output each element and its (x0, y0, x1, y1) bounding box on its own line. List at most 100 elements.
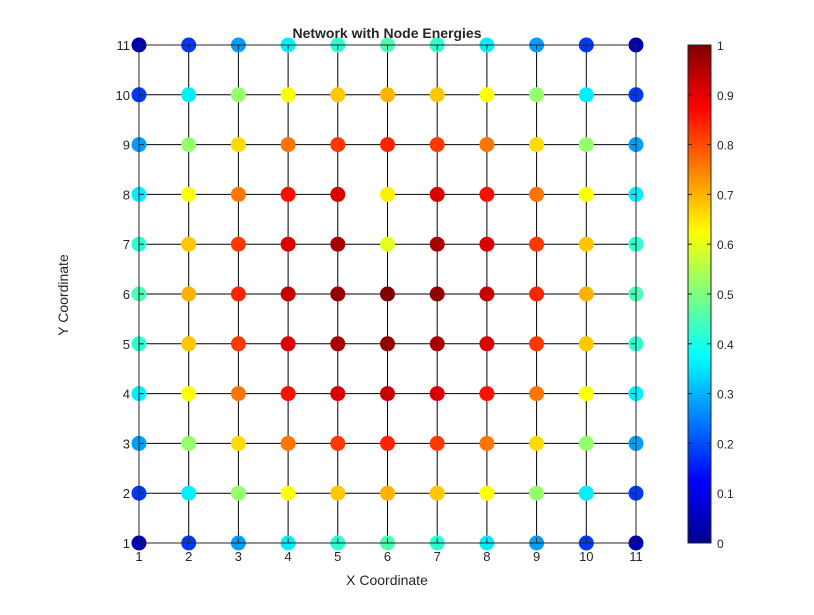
node-point (330, 286, 346, 302)
colorbar-tick-label: 0.8 (717, 139, 734, 153)
node-point (479, 286, 495, 302)
node-point (479, 87, 495, 103)
x-axis-label: X Coordinate (346, 572, 428, 588)
node-point (280, 286, 296, 302)
node-point (380, 336, 395, 352)
node-point (230, 485, 246, 501)
node-point (380, 435, 395, 451)
node-point (578, 286, 594, 302)
node-point (280, 137, 296, 153)
node-point (479, 386, 495, 402)
colorbar-tick-label: 0 (717, 537, 724, 551)
node-point (280, 236, 296, 252)
node-point (429, 386, 445, 402)
node-point (181, 137, 197, 153)
node-point (429, 137, 445, 153)
y-tick-label: 7 (123, 237, 130, 252)
node-point (529, 186, 545, 202)
node-point (429, 87, 445, 103)
colorbar-tick-label: 0.3 (717, 388, 734, 402)
node-point (230, 236, 246, 252)
node-point (230, 87, 246, 103)
node-point (578, 336, 594, 352)
node-point (230, 137, 246, 153)
colorbar-tick-label: 0.9 (717, 89, 734, 103)
x-tick-label: 10 (579, 549, 593, 564)
node-point (181, 286, 197, 302)
node-point (330, 87, 346, 103)
chart-title: Network with Node Energies (292, 25, 481, 41)
x-tick-label: 1 (135, 549, 142, 564)
node-point (280, 485, 296, 501)
y-tick-label: 4 (123, 387, 130, 402)
y-tick-label: 2 (123, 486, 130, 501)
node-point (429, 435, 445, 451)
node-point (380, 186, 395, 202)
node-point (380, 485, 395, 501)
node-point (330, 386, 346, 402)
y-tick-label: 9 (123, 138, 130, 153)
y-tick-label: 3 (123, 436, 130, 451)
node-point (529, 137, 545, 153)
colorbar-ticks: 0 0.1 0.2 0.3 0.4 0.5 0.6 0.7 0.8 0.9 1 (688, 39, 734, 551)
node-point (181, 386, 197, 402)
node-point (529, 435, 545, 451)
y-axis-ticks: 1 2 3 4 5 6 7 8 9 10 11 (116, 38, 636, 551)
node-point (380, 137, 395, 153)
node-point (280, 336, 296, 352)
x-tick-label: 5 (334, 549, 341, 564)
node-point (578, 87, 594, 103)
node-point (230, 435, 246, 451)
node-point (529, 336, 545, 352)
x-tick-label: 7 (434, 549, 441, 564)
x-tick-label: 8 (483, 549, 490, 564)
y-tick-label: 1 (123, 536, 130, 551)
colorbar-tick-label: 0.2 (717, 437, 734, 451)
x-tick-label: 2 (185, 549, 192, 564)
network-nodes (131, 37, 644, 551)
node-point (578, 186, 594, 202)
node-point (380, 87, 395, 103)
x-tick-label: 6 (384, 549, 391, 564)
node-point (479, 236, 495, 252)
node-point (429, 186, 445, 202)
colorbar-tick-label: 0.7 (717, 188, 734, 202)
node-point (330, 186, 346, 202)
node-point (479, 186, 495, 202)
y-tick-label: 10 (116, 88, 130, 103)
node-point (578, 435, 594, 451)
node-point (529, 485, 545, 501)
node-point (479, 485, 495, 501)
node-point (429, 336, 445, 352)
node-point (181, 186, 197, 202)
colorbar-tick-label: 0.5 (717, 288, 734, 302)
x-axis-ticks: 1 2 3 4 5 6 7 8 9 10 11 (135, 45, 643, 564)
colorbar-tick-label: 0.1 (717, 487, 734, 501)
node-point (181, 336, 197, 352)
node-point (578, 485, 594, 501)
x-tick-label: 9 (533, 549, 540, 564)
node-point (280, 386, 296, 402)
node-point (429, 236, 445, 252)
node-point (578, 137, 594, 153)
node-point (330, 485, 346, 501)
node-point (479, 137, 495, 153)
y-tick-label: 8 (123, 187, 130, 202)
node-point (280, 186, 296, 202)
y-tick-label: 6 (123, 287, 130, 302)
node-point (330, 236, 346, 252)
node-point (181, 236, 197, 252)
node-point (479, 336, 495, 352)
node-point (380, 386, 395, 402)
node-point (578, 386, 594, 402)
node-point (429, 485, 445, 501)
node-point (330, 137, 346, 153)
node-point (330, 336, 346, 352)
node-point (380, 286, 395, 302)
node-point (529, 386, 545, 402)
node-point (230, 386, 246, 402)
node-point (181, 87, 197, 103)
node-point (479, 435, 495, 451)
